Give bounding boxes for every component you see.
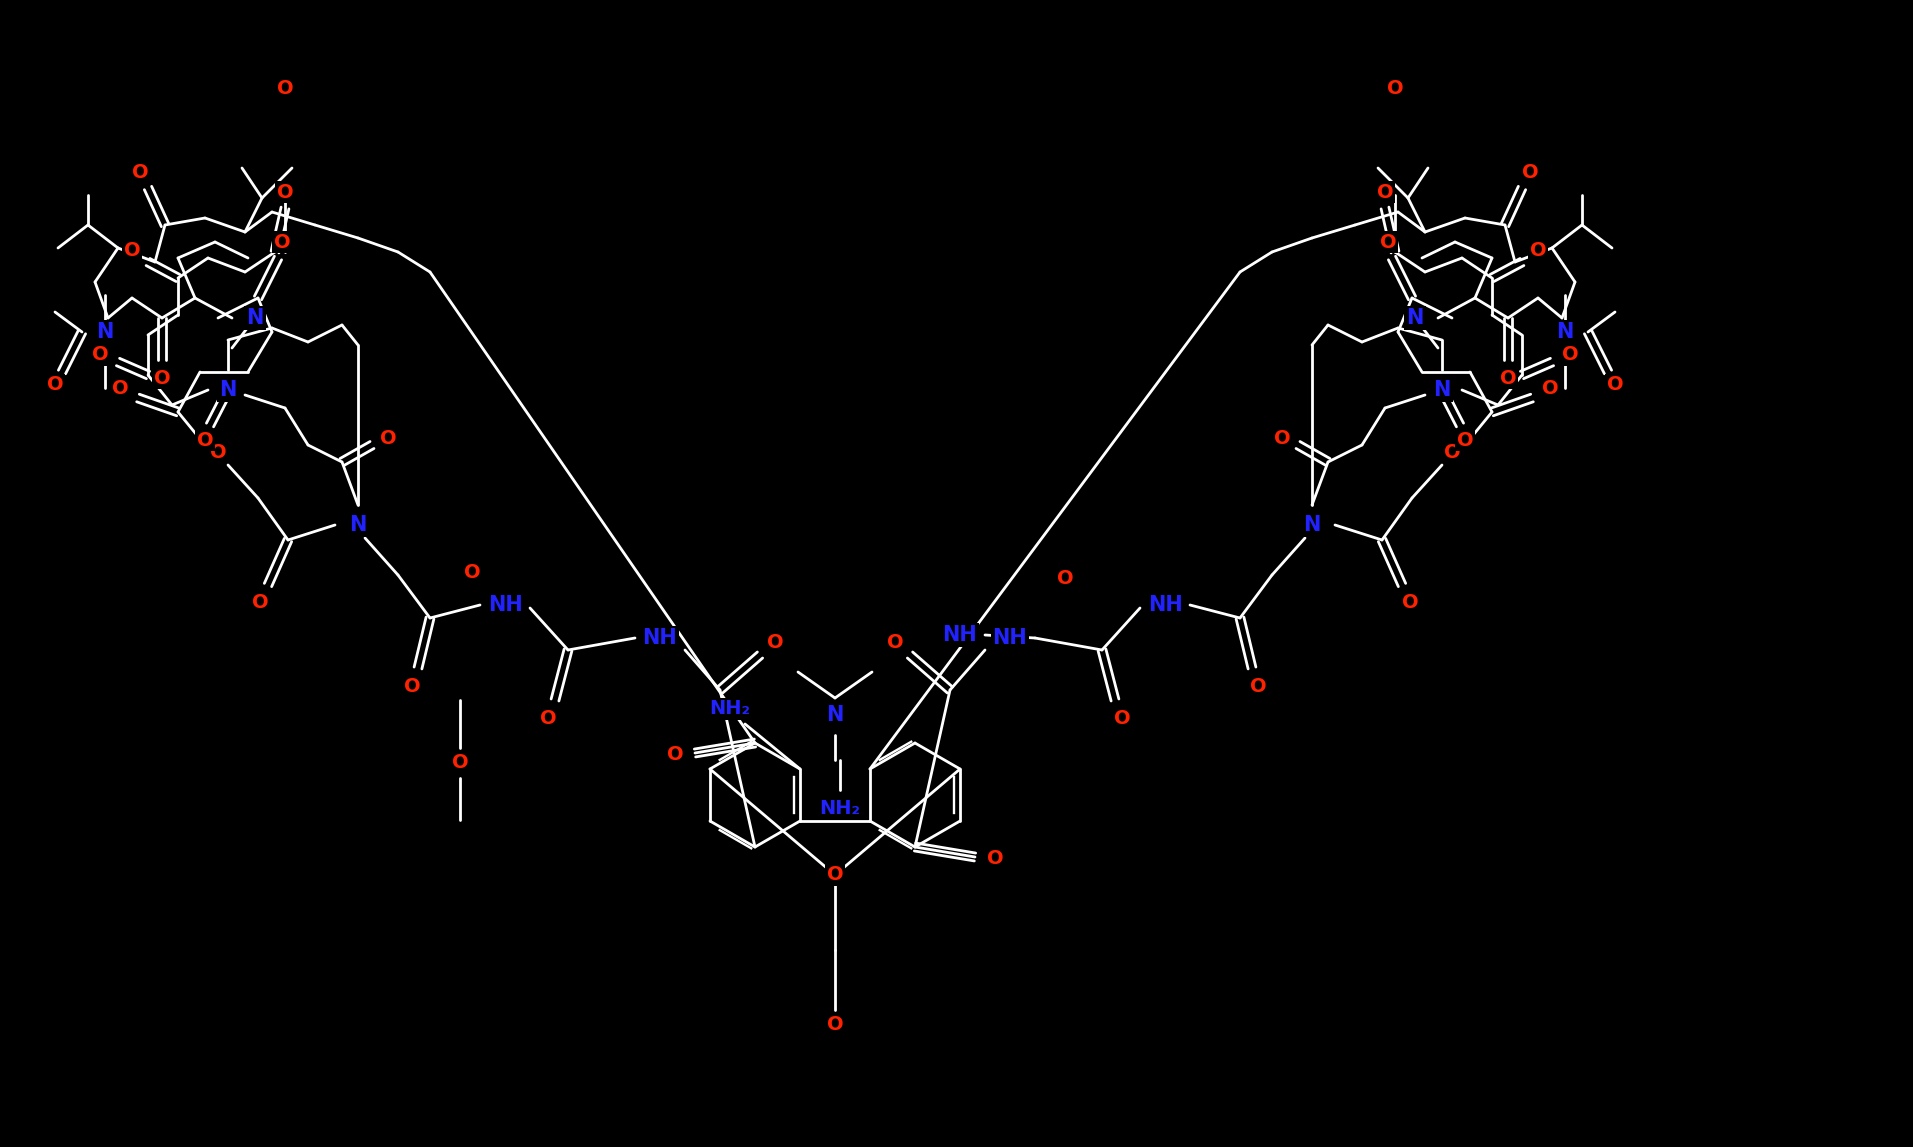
Text: O: O [46, 375, 63, 395]
Text: N: N [96, 322, 113, 342]
Text: O: O [1530, 241, 1546, 259]
Text: O: O [1561, 345, 1578, 365]
Text: N: N [826, 705, 844, 725]
Text: O: O [1500, 368, 1517, 388]
Text: O: O [124, 241, 140, 259]
Text: O: O [111, 379, 128, 398]
Text: O: O [1402, 593, 1418, 611]
Text: O: O [277, 182, 293, 202]
Text: O: O [1274, 429, 1289, 447]
Text: O: O [1607, 375, 1624, 395]
Text: O: O [277, 78, 293, 97]
Text: O: O [274, 233, 291, 251]
Text: O: O [826, 866, 844, 884]
Text: O: O [132, 163, 149, 181]
Text: NH: NH [488, 595, 522, 615]
Text: O: O [1521, 163, 1538, 181]
Text: O: O [92, 345, 109, 365]
Text: O: O [153, 368, 170, 388]
Text: O: O [668, 746, 683, 765]
Text: NH: NH [1148, 595, 1182, 615]
Text: O: O [1377, 182, 1393, 202]
Text: O: O [1444, 443, 1460, 461]
Text: NH₂: NH₂ [819, 798, 861, 818]
Text: N: N [1406, 309, 1423, 328]
Text: N: N [1433, 380, 1450, 400]
Text: NH₂: NH₂ [710, 700, 750, 718]
Text: O: O [888, 633, 903, 653]
Text: O: O [210, 443, 226, 461]
Text: O: O [539, 709, 557, 727]
Text: O: O [1249, 677, 1266, 695]
Text: O: O [1379, 233, 1396, 251]
Text: NH: NH [643, 629, 677, 648]
Text: NH: NH [943, 625, 978, 645]
Text: O: O [1542, 379, 1559, 398]
Text: O: O [463, 562, 480, 582]
Text: O: O [1113, 709, 1131, 727]
Text: O: O [987, 850, 1002, 868]
Text: O: O [197, 430, 214, 450]
Text: O: O [1387, 78, 1404, 97]
Text: O: O [1056, 569, 1073, 587]
Text: O: O [379, 429, 396, 447]
Text: N: N [247, 309, 264, 328]
Text: O: O [1456, 430, 1473, 450]
Text: O: O [767, 633, 782, 653]
Text: N: N [350, 515, 367, 535]
Text: O: O [451, 752, 469, 772]
Text: O: O [826, 1015, 844, 1035]
Text: O: O [253, 593, 268, 611]
Text: N: N [1303, 515, 1320, 535]
Text: N: N [1557, 322, 1574, 342]
Text: NH: NH [993, 629, 1027, 648]
Text: N: N [220, 380, 237, 400]
Text: O: O [404, 677, 421, 695]
